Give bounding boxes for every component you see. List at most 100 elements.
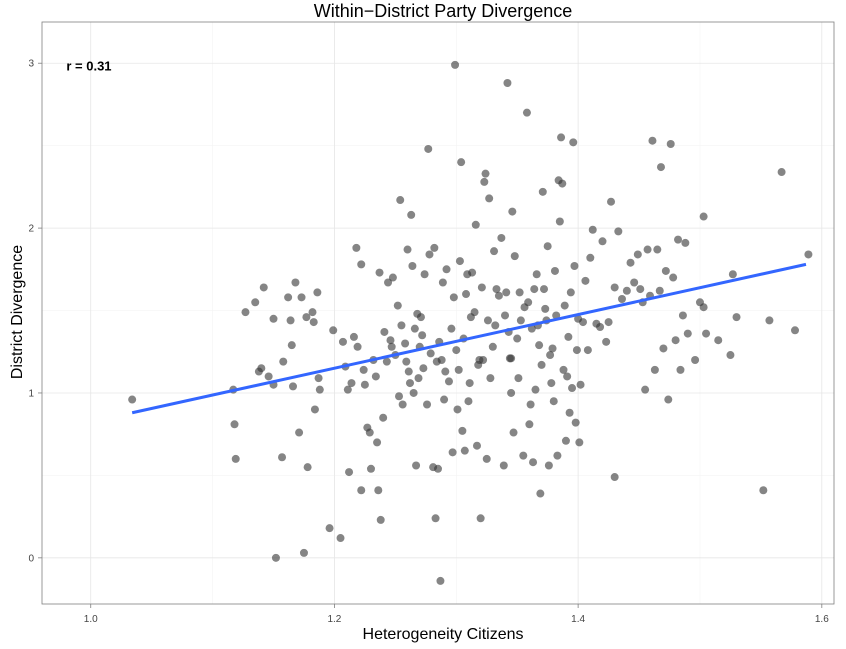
data-point [553, 451, 562, 460]
data-point [547, 379, 556, 388]
data-point [572, 346, 581, 355]
data-point [497, 233, 506, 242]
data-point [479, 355, 488, 364]
data-point [128, 395, 137, 404]
data-point [464, 397, 473, 406]
data-point [661, 266, 670, 275]
data-point [648, 136, 657, 145]
x-tick-label: 1.2 [327, 614, 341, 625]
data-point [352, 243, 361, 252]
data-point [583, 346, 592, 355]
data-point [666, 140, 675, 149]
data-point [295, 428, 304, 437]
data-point [543, 242, 552, 251]
data-point [329, 326, 338, 335]
data-points [128, 60, 813, 585]
data-point [535, 341, 544, 350]
data-point [438, 278, 447, 287]
data-point [656, 163, 665, 172]
data-point [610, 283, 619, 292]
data-point [343, 385, 352, 394]
data-point [728, 270, 737, 279]
data-point [349, 332, 358, 341]
grid-minor [42, 22, 834, 604]
data-point [452, 346, 461, 355]
data-point [655, 286, 664, 295]
data-point [525, 420, 534, 429]
data-point [379, 413, 388, 422]
data-point [641, 385, 650, 394]
data-point [536, 489, 545, 498]
data-point [395, 392, 404, 401]
data-point [596, 323, 605, 332]
data-point [353, 342, 362, 351]
data-point [419, 364, 428, 373]
data-point [386, 336, 395, 345]
data-point [414, 374, 423, 383]
data-point [230, 420, 239, 429]
data-point [507, 388, 516, 397]
data-point [365, 428, 374, 437]
data-point [515, 288, 524, 297]
data-point [483, 316, 492, 325]
data-point [396, 196, 405, 205]
data-point [507, 354, 516, 363]
data-point [486, 374, 495, 383]
data-point [279, 357, 288, 366]
data-point [732, 313, 741, 322]
correlation-annotation: r = 0.31 [66, 59, 111, 74]
data-point [410, 324, 419, 333]
x-axis-ticks: 1.0 1.2 1.4 1.6 [84, 604, 829, 625]
regression-line [131, 262, 807, 415]
data-point [251, 298, 260, 307]
data-point [546, 351, 555, 360]
data-point [777, 168, 786, 177]
plot-border [41, 21, 835, 605]
data-point [313, 288, 322, 297]
data-point [726, 351, 735, 360]
data-point [314, 374, 323, 383]
data-point [426, 349, 435, 358]
data-point [401, 339, 410, 348]
data-point [607, 197, 616, 206]
data-point [691, 355, 700, 364]
data-point [420, 270, 429, 279]
data-point [598, 237, 607, 246]
data-point [408, 262, 417, 271]
data-point [541, 304, 550, 313]
data-point [471, 220, 480, 229]
y-tick-label: 3 [28, 59, 34, 70]
chart-title: Within−District Party Divergence [314, 1, 573, 21]
data-point [303, 463, 312, 472]
data-point [309, 318, 318, 327]
data-point [575, 438, 584, 447]
data-point [278, 453, 287, 462]
data-point [566, 288, 575, 297]
data-point [440, 395, 449, 404]
data-point [366, 464, 375, 473]
data-point [264, 372, 273, 381]
data-point [310, 405, 319, 414]
data-point [442, 265, 451, 274]
data-point [699, 303, 708, 312]
data-point [550, 266, 559, 275]
data-point [271, 553, 280, 562]
data-point [257, 364, 266, 373]
x-tick-label: 1.0 [84, 614, 98, 625]
data-point [488, 342, 497, 351]
data-point [522, 108, 531, 117]
data-point [286, 316, 295, 325]
data-point [231, 454, 240, 463]
data-point [299, 548, 308, 557]
data-point [302, 313, 311, 322]
data-point [416, 313, 425, 322]
data-point [436, 576, 445, 585]
data-point [526, 400, 535, 409]
data-point [564, 332, 573, 341]
data-point [674, 235, 683, 244]
data-point [538, 187, 547, 196]
data-point [468, 268, 477, 277]
data-point [347, 379, 356, 388]
data-point [516, 316, 525, 325]
data-point [510, 252, 519, 261]
